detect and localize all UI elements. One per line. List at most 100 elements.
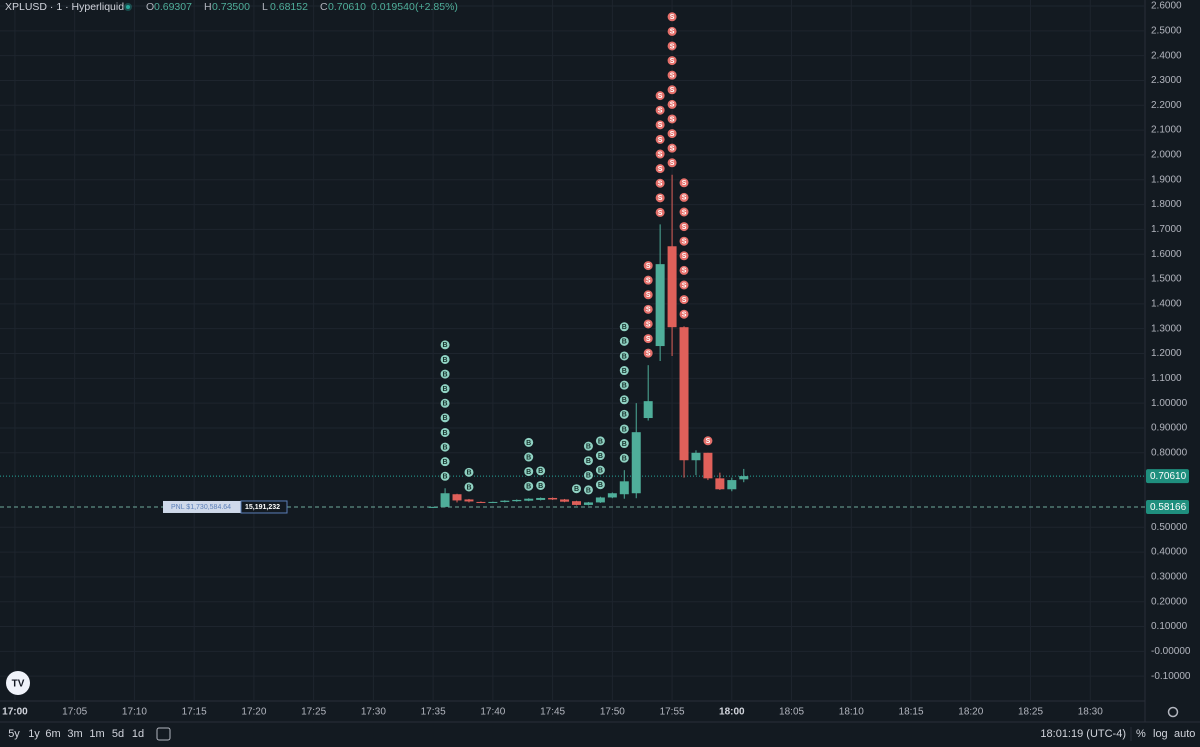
trade-marker[interactable] — [642, 260, 654, 272]
range-button[interactable]: 3m — [67, 728, 82, 740]
trade-marker[interactable] — [654, 206, 666, 218]
trade-marker[interactable] — [666, 142, 678, 154]
trade-marker[interactable] — [618, 408, 630, 420]
trade-marker[interactable] — [439, 456, 451, 468]
trade-marker[interactable] — [642, 289, 654, 301]
range-button[interactable]: 5d — [112, 728, 124, 740]
trade-marker[interactable] — [678, 191, 690, 203]
trade-marker[interactable] — [523, 480, 535, 492]
trade-marker[interactable] — [439, 339, 451, 351]
trade-marker[interactable] — [535, 465, 547, 477]
trade-marker[interactable] — [654, 192, 666, 204]
trade-marker[interactable] — [678, 264, 690, 276]
trade-marker[interactable] — [594, 479, 606, 491]
trade-marker[interactable] — [523, 451, 535, 463]
trade-marker[interactable] — [642, 303, 654, 315]
trade-marker[interactable] — [654, 177, 666, 189]
trade-marker-label: B — [526, 484, 531, 491]
trade-marker[interactable] — [666, 157, 678, 169]
trade-marker[interactable] — [678, 235, 690, 247]
trade-marker[interactable] — [666, 98, 678, 110]
trade-marker[interactable] — [678, 279, 690, 291]
trade-marker[interactable] — [666, 113, 678, 125]
trade-marker-label: B — [443, 371, 448, 378]
trade-marker[interactable] — [666, 40, 678, 52]
range-button[interactable]: 1y — [28, 728, 40, 740]
trade-marker[interactable] — [654, 163, 666, 175]
trade-marker[interactable] — [582, 484, 594, 496]
trade-marker[interactable] — [439, 426, 451, 438]
trade-marker[interactable] — [654, 104, 666, 116]
trade-marker[interactable] — [654, 119, 666, 131]
settings[interactable] — [1167, 706, 1179, 718]
trade-marker[interactable] — [618, 438, 630, 450]
trade-marker[interactable] — [571, 483, 582, 495]
trade-marker[interactable] — [618, 379, 630, 391]
trade-marker[interactable] — [439, 353, 451, 365]
trade-marker[interactable] — [618, 394, 630, 406]
percent-toggle[interactable]: % — [1136, 728, 1146, 740]
trade-marker[interactable] — [439, 470, 451, 482]
trade-marker[interactable] — [582, 440, 594, 452]
trade-marker[interactable] — [582, 469, 594, 481]
trade-marker[interactable] — [654, 148, 666, 160]
trade-marker[interactable] — [678, 308, 690, 320]
trade-marker[interactable] — [535, 479, 547, 491]
trade-marker[interactable] — [463, 466, 475, 478]
trade-marker-label: S — [646, 336, 651, 343]
trade-marker[interactable] — [523, 466, 535, 478]
trade-marker[interactable] — [594, 450, 606, 462]
trade-marker[interactable] — [642, 333, 654, 345]
logo[interactable] — [6, 671, 30, 695]
trade-marker[interactable] — [618, 321, 630, 333]
trade-marker[interactable] — [618, 452, 630, 464]
trade-marker[interactable] — [618, 350, 630, 362]
trade-marker[interactable] — [594, 435, 606, 447]
trade-marker[interactable] — [702, 435, 714, 447]
trade-marker[interactable] — [654, 133, 666, 145]
trade-marker-label: B — [526, 440, 531, 447]
y-tick-label: 0.90000 — [1151, 423, 1188, 434]
y-tick-label: 0.50000 — [1151, 522, 1188, 533]
trade-marker[interactable] — [463, 481, 475, 493]
trade-marker[interactable] — [618, 423, 630, 435]
trade-marker[interactable] — [523, 436, 535, 448]
trade-marker[interactable] — [618, 335, 630, 347]
trade-marker[interactable] — [666, 55, 678, 67]
price-badge-label: 0.70610 — [1150, 471, 1187, 482]
trade-marker[interactable] — [618, 365, 630, 377]
trade-marker[interactable] — [642, 318, 654, 330]
range-button[interactable]: 1m — [89, 728, 104, 740]
auto-toggle[interactable]: auto — [1174, 728, 1195, 740]
trade-marker-label: S — [682, 253, 687, 260]
trade-marker[interactable] — [439, 441, 451, 453]
trade-marker[interactable] — [642, 274, 654, 286]
trade-marker[interactable] — [678, 206, 690, 218]
trade-marker[interactable] — [666, 84, 678, 96]
trade-marker[interactable] — [666, 128, 678, 140]
ohlc-value: 0.70610 — [328, 1, 366, 13]
candle-body — [679, 327, 689, 461]
candle-body — [464, 499, 474, 502]
log-toggle[interactable]: log — [1153, 728, 1168, 740]
trade-marker[interactable] — [678, 250, 690, 262]
trade-marker-label: B — [526, 454, 531, 461]
trade-marker[interactable] — [439, 383, 451, 395]
trade-marker[interactable] — [678, 294, 690, 306]
trade-marker[interactable] — [678, 221, 690, 233]
date-picker[interactable] — [156, 727, 171, 741]
trade-marker[interactable] — [642, 347, 654, 359]
trade-marker[interactable] — [666, 11, 678, 23]
range-button[interactable]: 1d — [132, 728, 144, 740]
trade-marker[interactable] — [594, 464, 606, 476]
trade-marker[interactable] — [439, 397, 451, 409]
range-button[interactable]: 5y — [8, 728, 20, 740]
trade-marker[interactable] — [439, 368, 451, 380]
trade-marker[interactable] — [678, 177, 690, 189]
range-button[interactable]: 6m — [45, 728, 60, 740]
trade-marker[interactable] — [582, 455, 594, 467]
trade-marker[interactable] — [666, 69, 678, 81]
trade-marker[interactable] — [666, 25, 678, 37]
trade-marker[interactable] — [439, 412, 451, 424]
trade-marker[interactable] — [654, 90, 666, 102]
